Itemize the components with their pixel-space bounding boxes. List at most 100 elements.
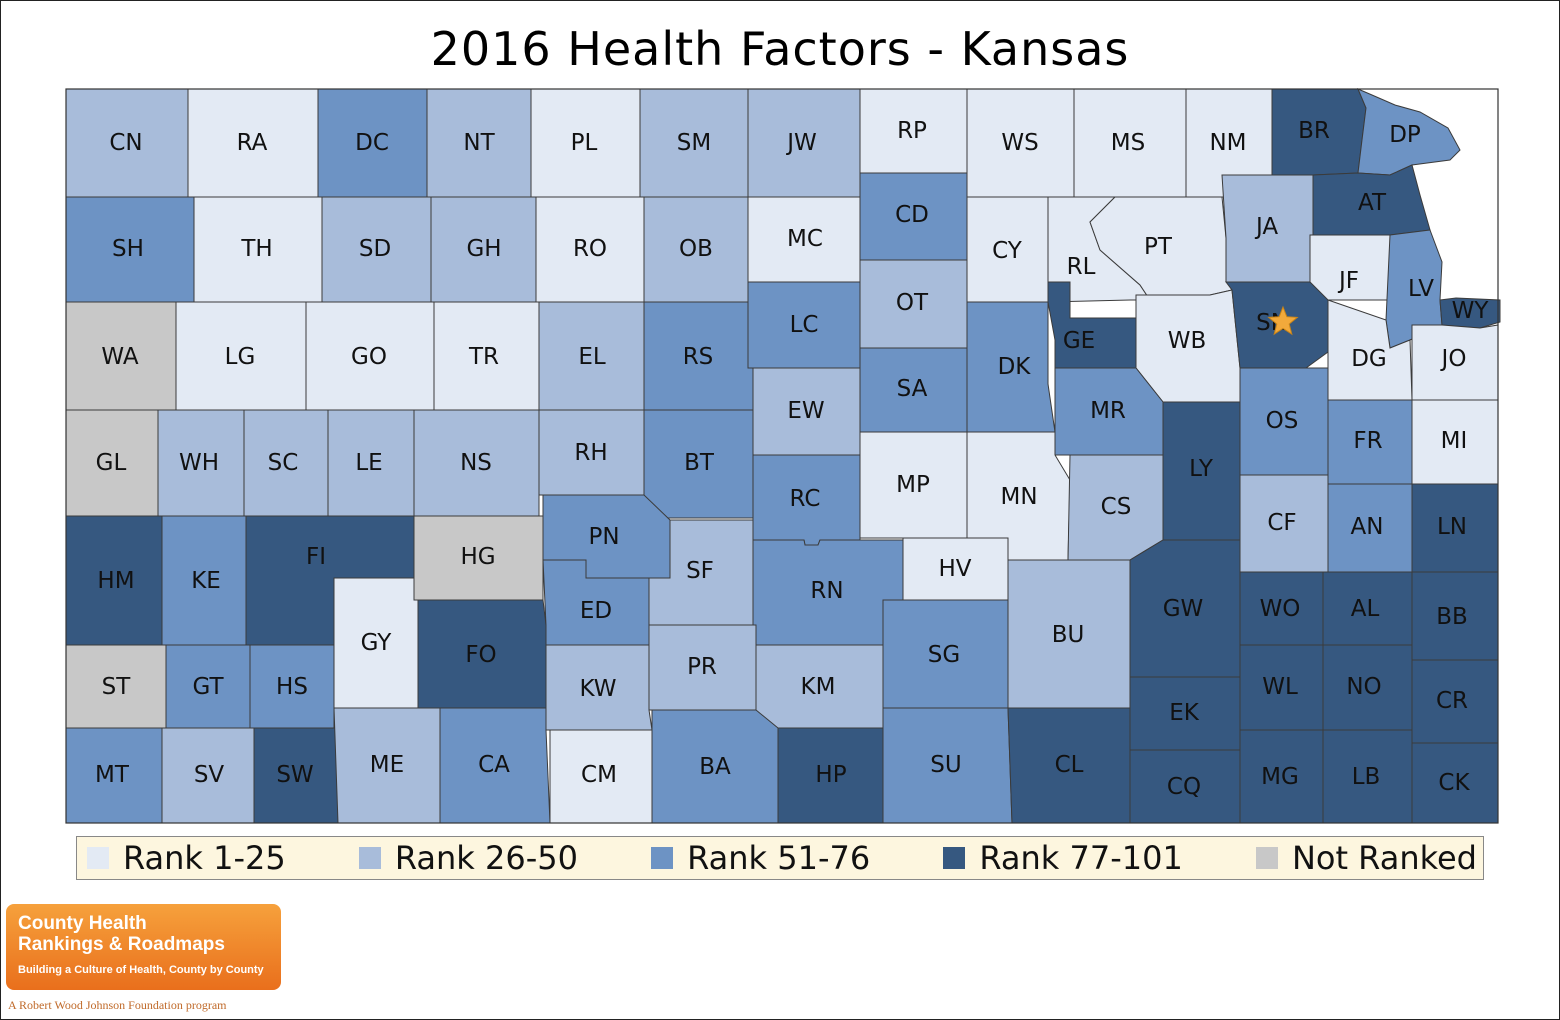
county-label-sg: SG [928, 642, 960, 668]
county-label-su: SU [930, 752, 961, 778]
county-label-hv: HV [938, 556, 971, 582]
county-label-hp: HP [815, 762, 846, 788]
state-outline [65, 88, 1499, 824]
county-label-sh: SH [112, 236, 144, 262]
county-label-lv: LV [1408, 276, 1434, 302]
county-label-th: TH [240, 236, 272, 262]
county-label-dc: DC [355, 130, 389, 156]
county-label-ms: MS [1111, 130, 1145, 156]
county-label-nt: NT [463, 130, 495, 156]
county-label-ns: NS [460, 450, 492, 476]
county-label-gw: GW [1163, 596, 1204, 622]
logo-tagline: Building a Culture of Health, County by … [18, 964, 264, 976]
county-label-ln: LN [1437, 514, 1467, 540]
county-label-ra: RA [237, 130, 268, 156]
county-label-hs: HS [276, 674, 308, 700]
county-label-el: EL [578, 344, 606, 370]
legend-swatch [87, 847, 109, 869]
county-label-ew: EW [787, 398, 824, 424]
county-label-rp: RP [897, 118, 927, 144]
county-label-sc: SC [268, 450, 299, 476]
county-label-sm: SM [677, 130, 711, 156]
county-label-lc: LC [790, 312, 819, 338]
county-label-wy: WY [1452, 298, 1490, 324]
county-label-cn: CN [109, 130, 142, 156]
county-label-ke: KE [191, 568, 221, 594]
county-label-km: KM [801, 674, 836, 700]
county-dp[interactable] [1357, 88, 1461, 176]
county-label-jw: JW [785, 130, 817, 156]
county-label-ek: EK [1169, 700, 1200, 726]
county-label-tr: TR [468, 344, 499, 370]
county-label-at: AT [1358, 190, 1387, 216]
county-label-cr: CR [1436, 688, 1468, 714]
logo-title-line1: County Health [18, 913, 147, 934]
county-label-ed: ED [580, 598, 612, 624]
legend-label: Not Ranked [1291, 839, 1477, 877]
county-ca[interactable] [439, 707, 551, 824]
county-label-cq: CQ [1167, 774, 1201, 800]
county-label-cl: CL [1055, 752, 1084, 778]
county-label-fr: FR [1353, 428, 1382, 454]
county-label-rn: RN [810, 578, 843, 604]
county-label-fi: FI [306, 544, 326, 570]
county-label-dg: DG [1351, 346, 1387, 372]
county-label-rh: RH [574, 440, 607, 466]
county-label-hg: HG [460, 544, 495, 570]
county-label-wb: WB [1168, 328, 1207, 354]
county-label-os: OS [1266, 408, 1299, 434]
legend-swatch [943, 847, 966, 869]
county-label-bt: BT [684, 450, 715, 476]
county-label-me: ME [370, 752, 404, 778]
county-label-ja: JA [1254, 214, 1278, 240]
legend-item-rank-77-101: Rank 77-101 [943, 839, 1183, 877]
county-label-nm: NM [1209, 130, 1246, 156]
capital-star-icon [1267, 305, 1299, 336]
county-label-cd: CD [895, 202, 929, 228]
county-label-rs: RS [683, 344, 714, 370]
map-title: 2016 Health Factors - Kansas [430, 22, 1130, 76]
legend-swatch [1255, 847, 1278, 869]
county-label-mc: MC [787, 226, 823, 252]
county-label-gt: GT [192, 674, 224, 700]
county-label-ly: LY [1189, 456, 1214, 482]
legend-label: Rank 51-76 [687, 839, 871, 877]
county-label-sd: SD [359, 236, 391, 262]
county-health-rankings-logo[interactable]: County Health Rankings & Roadmaps Buildi… [6, 904, 281, 990]
county-label-an: AN [1351, 514, 1384, 540]
county-label-ge: GE [1063, 328, 1095, 354]
county-jf[interactable] [1309, 234, 1391, 301]
county-label-bu: BU [1052, 622, 1085, 648]
logo-title: County Health Rankings & Roadmaps [18, 913, 225, 955]
county-label-pt: PT [1144, 234, 1173, 260]
county-label-bb: BB [1436, 604, 1468, 630]
county-label-dp: DP [1389, 122, 1421, 148]
county-label-cs: CS [1101, 494, 1132, 520]
county-shapes [65, 88, 1501, 824]
county-label-no: NO [1346, 674, 1381, 700]
county-label-gy: GY [361, 630, 393, 656]
county-labels: CN RA DC NT PL SM JW RP WS MS NM BR DP SH TH SD GH RO OB MC… [95, 118, 1489, 800]
county-label-sv: SV [194, 762, 225, 788]
county-label-lg: LG [225, 344, 256, 370]
county-label-ot: OT [896, 290, 929, 316]
logo-title-line2: Rankings & Roadmaps [18, 934, 225, 955]
legend-label: Rank 1-25 [123, 839, 286, 877]
county-label-rl: RL [1067, 254, 1096, 280]
county-label-wl: WL [1262, 674, 1298, 700]
county-label-gl: GL [96, 450, 127, 476]
county-label-cy: CY [992, 238, 1023, 264]
legend-label: Rank 77-101 [979, 839, 1183, 877]
legend-item-rank-1-25: Rank 1-25 [87, 839, 286, 877]
legend-label: Rank 26-50 [394, 839, 578, 877]
county-label-mi: MI [1441, 428, 1468, 454]
county-label-sa: SA [897, 376, 928, 402]
county-label-go: GO [351, 344, 387, 370]
county-label-sf: SF [686, 558, 714, 584]
county-ed[interactable] [542, 559, 650, 646]
county-label-wh: WH [179, 450, 219, 476]
legend-swatch [651, 847, 674, 869]
county-label-jf: JF [1337, 268, 1359, 294]
county-label-mn: MN [1000, 484, 1037, 510]
